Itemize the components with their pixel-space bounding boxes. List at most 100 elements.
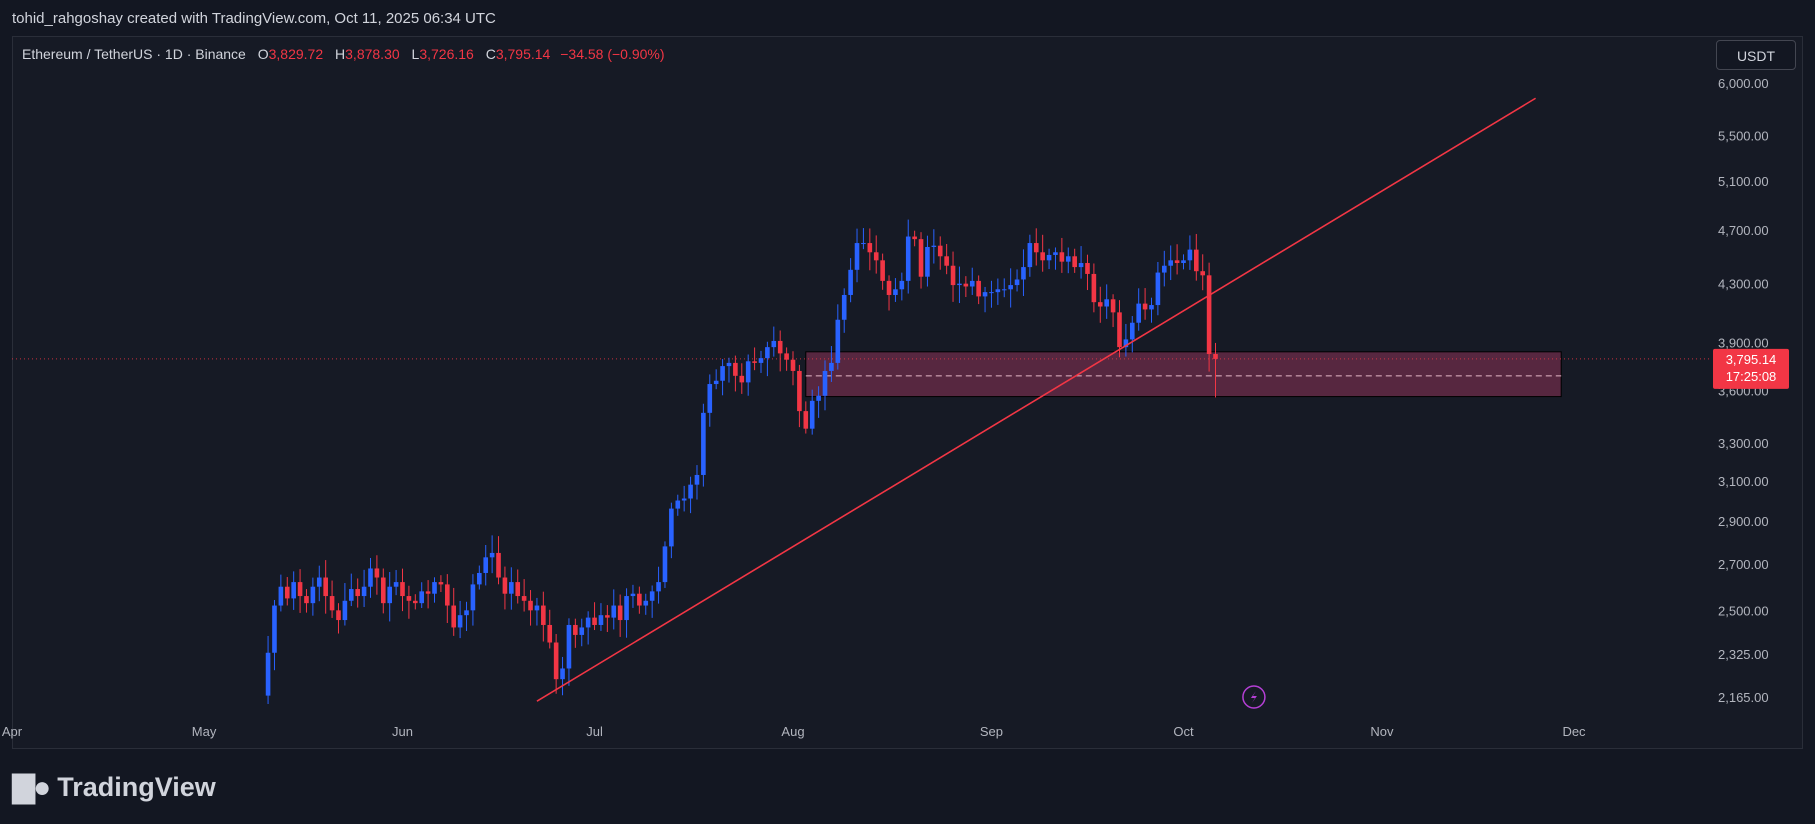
candle[interactable] [726, 362, 732, 367]
candle[interactable] [649, 591, 655, 601]
candle[interactable] [284, 586, 290, 599]
candle[interactable] [713, 380, 719, 385]
candle[interactable] [1213, 354, 1218, 359]
candle[interactable] [1181, 260, 1186, 264]
candle[interactable] [771, 340, 777, 348]
candle[interactable] [534, 605, 540, 611]
candle[interactable] [304, 596, 309, 604]
candle[interactable] [918, 239, 924, 277]
candle[interactable] [451, 605, 457, 628]
candle[interactable] [669, 508, 674, 547]
candle[interactable] [585, 617, 591, 628]
candle[interactable] [1072, 256, 1077, 268]
candle[interactable] [701, 412, 706, 475]
candle[interactable] [733, 362, 738, 376]
candle[interactable] [598, 615, 604, 625]
candle[interactable] [419, 591, 425, 604]
candle[interactable] [841, 294, 847, 320]
candle[interactable] [605, 615, 610, 618]
candle[interactable] [380, 577, 386, 604]
candle[interactable] [944, 256, 949, 266]
candle[interactable] [912, 236, 917, 240]
candle[interactable] [1008, 285, 1013, 290]
candle[interactable] [361, 586, 367, 597]
candle[interactable] [835, 319, 841, 363]
candle[interactable] [310, 586, 316, 604]
candle[interactable] [323, 577, 328, 597]
candle[interactable] [816, 395, 821, 401]
candle[interactable] [1033, 243, 1039, 253]
candle[interactable] [694, 474, 700, 485]
candle[interactable] [297, 582, 303, 597]
candle[interactable] [720, 366, 725, 381]
candle[interactable] [470, 584, 476, 611]
candle[interactable] [1091, 273, 1097, 303]
candle[interactable] [790, 359, 796, 371]
candle[interactable] [681, 498, 687, 501]
candle[interactable] [553, 642, 559, 680]
candle[interactable] [848, 269, 853, 295]
candle[interactable] [797, 370, 802, 412]
candle[interactable] [867, 243, 873, 253]
candle[interactable] [464, 610, 469, 616]
candle[interactable] [425, 591, 431, 594]
candle[interactable] [1206, 275, 1212, 355]
candle[interactable] [1149, 305, 1154, 310]
candle[interactable] [899, 280, 905, 290]
candle[interactable] [758, 358, 764, 363]
candle[interactable] [643, 600, 649, 606]
symbol-label[interactable]: Ethereum / TetherUS · 1D · Binance [22, 46, 246, 62]
candle[interactable] [1040, 252, 1045, 261]
candle[interactable] [752, 361, 757, 363]
candle[interactable] [861, 243, 866, 245]
candle[interactable] [400, 582, 405, 597]
candle[interactable] [272, 605, 277, 653]
candle[interactable] [547, 624, 553, 643]
candle[interactable] [656, 582, 661, 592]
candle[interactable] [483, 557, 489, 573]
candle[interactable] [880, 260, 885, 281]
candle[interactable] [592, 617, 597, 625]
candle[interactable] [374, 568, 380, 578]
candle[interactable] [688, 484, 693, 499]
candle[interactable] [438, 582, 444, 585]
candle[interactable] [963, 283, 969, 287]
candle[interactable] [1104, 299, 1109, 307]
candle[interactable] [457, 615, 463, 628]
candle[interactable] [342, 600, 348, 621]
candle[interactable] [969, 280, 975, 287]
candle[interactable] [477, 572, 482, 585]
candle[interactable] [406, 596, 412, 601]
candle[interactable] [348, 589, 354, 601]
candle[interactable] [278, 586, 284, 606]
candle[interactable] [937, 245, 943, 257]
candle[interactable] [393, 582, 399, 587]
candle[interactable] [265, 652, 271, 696]
candle[interactable] [355, 589, 360, 597]
candle[interactable] [1129, 322, 1135, 340]
candle[interactable] [950, 265, 956, 286]
candle[interactable] [1078, 263, 1084, 268]
candle[interactable] [291, 582, 296, 599]
trendline[interactable] [536, 97, 1537, 702]
candle[interactable] [617, 605, 623, 621]
currency-button[interactable]: USDT [1716, 40, 1796, 70]
candle[interactable] [1110, 299, 1116, 313]
support-zone[interactable] [805, 351, 1562, 398]
candle[interactable] [809, 400, 815, 429]
candle[interactable] [829, 362, 834, 371]
candle[interactable] [573, 624, 578, 635]
candle[interactable] [1187, 249, 1193, 261]
candle[interactable] [560, 668, 565, 680]
candle[interactable] [662, 546, 668, 583]
candle[interactable] [784, 353, 789, 360]
candle[interactable] [982, 292, 988, 297]
candle[interactable] [989, 292, 994, 294]
candle[interactable] [611, 605, 617, 618]
candle[interactable] [976, 280, 981, 297]
candle[interactable] [1014, 279, 1020, 286]
candle[interactable] [886, 280, 892, 295]
candle[interactable] [995, 289, 1001, 293]
candle[interactable] [336, 610, 341, 621]
